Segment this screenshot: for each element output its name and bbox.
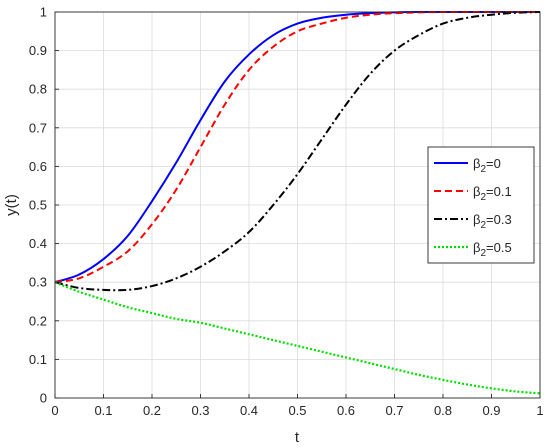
x-tick-label: 0.6 [337,403,355,418]
legend-box [427,146,535,264]
legend: β2=0 β2=0.1 β2=0.3 β2=0.5 [427,146,535,264]
x-tick-label: 0.8 [434,403,452,418]
x-tick-label: 0.9 [482,403,500,418]
legend-label-1: β2=0 [473,156,501,175]
legend-label-3: β2=0.3 [473,212,512,231]
y-tick-label: 0.9 [29,43,47,58]
x-tick-label: 0.3 [191,403,209,418]
y-tick-label: 0.3 [29,275,47,290]
y-tick-label: 1 [40,5,47,20]
x-tick-label: 0.4 [240,403,258,418]
series-line-3 [54,11,541,292]
x-tick-label: 0.7 [385,403,403,418]
y-tick-label: 0.4 [29,236,47,251]
legend-label-2: β2=0.1 [473,184,512,203]
x-axis-label: t [295,429,300,446]
x-tick-label: 1 [536,403,543,418]
legend-label-4: β2=0.5 [473,240,512,259]
y-axis: 0 0.1 0.2 0.3 0.4 0.5 0.6 0.7 0.8 0.9 1 [29,5,59,406]
series-line-4 [54,281,541,395]
x-axis: 0 0.1 0.2 0.3 0.4 0.5 0.6 0.7 0.8 0.9 1 [51,394,544,418]
y-tick-label: 0.7 [29,120,47,135]
y-axis-label: y(t) [3,194,20,216]
x-tick-label: 0.5 [288,403,306,418]
x-tick-label: 0.2 [143,403,161,418]
y-tick-label: 0.6 [29,159,47,174]
series-line-2 [54,10,540,284]
y-tick-label: 0.5 [29,198,47,213]
y-tick-label: 0 [40,391,47,406]
x-tick-label: 0 [51,403,58,418]
y-tick-label: 0.8 [29,82,47,97]
x-tick-label: 0.1 [94,403,112,418]
y-tick-label: 0.1 [29,352,47,367]
y-tick-label: 0.2 [29,313,47,328]
